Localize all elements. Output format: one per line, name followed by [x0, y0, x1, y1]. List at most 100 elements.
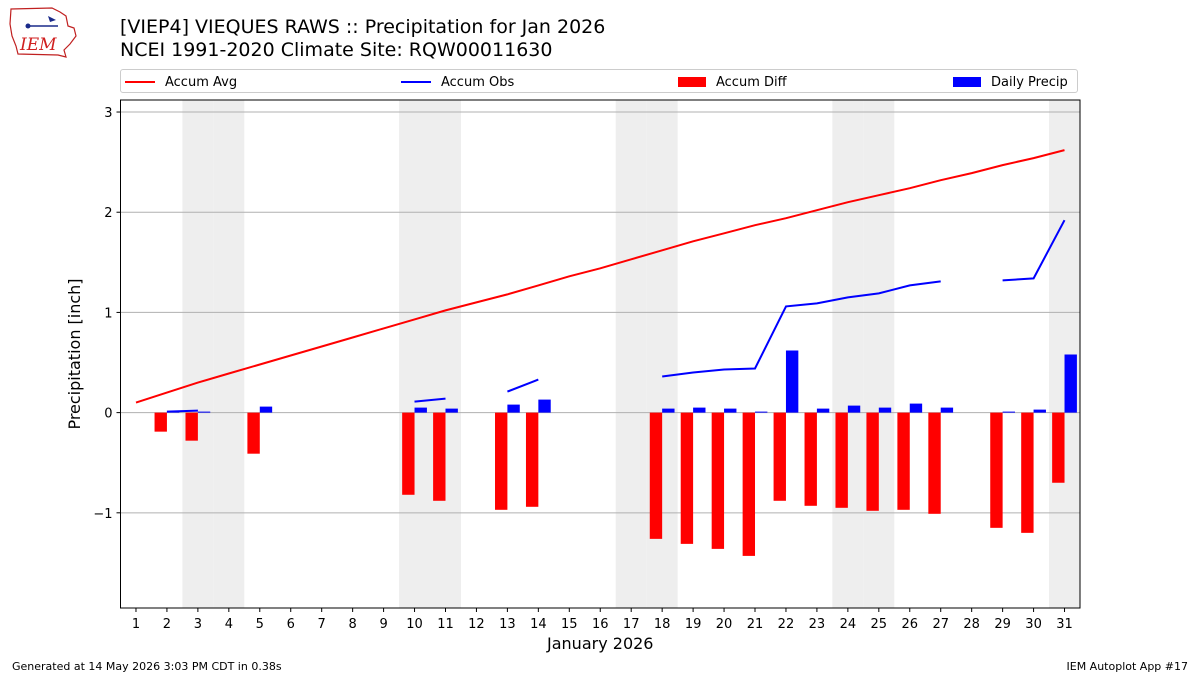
iem-logo: IEM	[9, 7, 77, 58]
weekend-band	[430, 100, 461, 608]
bar-accum-diff	[525, 412, 539, 507]
x-tick-label: 5	[256, 617, 264, 632]
x-tick-label: 23	[809, 617, 826, 632]
bar-accum-diff	[1021, 412, 1034, 533]
x-tick-label: 11	[437, 617, 454, 632]
line-accum-avg	[135, 149, 1065, 404]
x-tick-label: 24	[840, 617, 857, 632]
bar-accum-diff	[711, 412, 725, 549]
bar-daily-precip	[414, 407, 427, 413]
line-accum-obs	[507, 378, 539, 393]
legend-label-accum-avg: Accum Avg	[165, 74, 238, 90]
x-tick-label: 4	[225, 617, 233, 632]
bar-accum-diff	[866, 412, 879, 511]
weekend-band	[399, 100, 431, 608]
bar-accum-diff	[680, 412, 694, 544]
bar-daily-precip	[909, 403, 923, 413]
bar-accum-diff	[835, 412, 848, 508]
plot-frame	[120, 99, 1081, 609]
legend-swatch-daily-precip	[953, 77, 981, 87]
x-tick-label: 25	[871, 617, 888, 632]
x-tick-label: 19	[685, 617, 702, 632]
x-tick-label: 14	[530, 617, 547, 632]
legend-item-daily-precip: Daily Precip	[953, 70, 1068, 94]
y-tick-label: 0	[104, 407, 112, 422]
footer-app: IEM Autoplot App #17	[1066, 660, 1189, 673]
bar-accum-diff	[185, 412, 198, 441]
bar-accum-diff	[1052, 412, 1065, 483]
bar-daily-precip	[1064, 354, 1077, 413]
bar-accum-diff	[773, 412, 786, 501]
bar-accum-diff	[928, 412, 941, 514]
bar-daily-precip	[197, 411, 211, 413]
bar-daily-precip	[538, 399, 551, 413]
bar-daily-precip	[724, 408, 737, 413]
x-tick-label: 20	[716, 617, 733, 632]
bar-daily-precip	[755, 411, 768, 413]
line-accum-obs	[414, 397, 446, 403]
x-tick-label: 31	[1056, 617, 1073, 632]
legend-label-daily-precip: Daily Precip	[991, 74, 1068, 90]
bar-daily-precip	[785, 350, 799, 413]
chart-title: [VIEP4] VIEQUES RAWS :: Precipitation fo…	[120, 16, 606, 38]
bar-daily-precip	[847, 405, 861, 413]
bar-accum-diff	[742, 412, 756, 556]
x-tick-label: 8	[348, 617, 356, 632]
legend-swatch-accum-obs	[401, 81, 431, 83]
x-tick-label: 12	[468, 617, 485, 632]
x-tick-label: 17	[623, 617, 640, 632]
x-tick-label: 3	[194, 617, 202, 632]
bar-daily-precip	[693, 407, 706, 413]
x-tick-label: 6	[287, 617, 295, 632]
x-tick-label: 27	[932, 617, 949, 632]
bar-accum-diff	[649, 412, 663, 539]
weekend-band	[1049, 100, 1080, 608]
y-tick-label: 1	[104, 306, 112, 321]
x-tick-label: 15	[561, 617, 578, 632]
bar-accum-diff	[897, 412, 910, 510]
bar-daily-precip	[878, 407, 892, 413]
line-accum-obs	[166, 409, 198, 413]
legend-item-accum-avg: Accum Avg	[125, 70, 237, 94]
x-tick-label: 13	[499, 617, 516, 632]
chart-subtitle: NCEI 1991-2020 Climate Site: RQW00011630	[120, 39, 553, 61]
x-tick-label: 18	[654, 617, 671, 632]
bar-daily-precip	[445, 408, 458, 413]
bar-daily-precip	[816, 408, 830, 413]
weekend-band	[863, 100, 895, 608]
x-tick-label: 22	[778, 617, 795, 632]
legend: Accum Avg Accum Obs Accum Diff Daily Pre…	[120, 69, 1078, 93]
bar-daily-precip	[1033, 409, 1046, 413]
x-tick-label: 7	[318, 617, 326, 632]
footer-generated: Generated at 14 May 2026 3:03 PM CDT in …	[12, 660, 282, 673]
y-axis-label: Precipitation [inch]	[65, 278, 84, 429]
bar-accum-diff	[402, 412, 415, 495]
weekend-band	[832, 100, 864, 608]
bar-daily-precip	[259, 406, 273, 413]
x-axis-label: January 2026	[546, 634, 653, 653]
x-tick-label: 1	[132, 617, 140, 632]
legend-swatch-accum-diff	[678, 77, 706, 87]
legend-swatch-accum-avg	[125, 81, 155, 83]
x-tick-label: 29	[994, 617, 1011, 632]
bar-daily-precip	[1002, 411, 1016, 413]
line-accum-obs	[1002, 219, 1066, 282]
y-tick-label: −1	[93, 507, 112, 522]
x-tick-label: 28	[963, 617, 980, 632]
x-tick-label: 21	[747, 617, 764, 632]
bar-accum-diff	[990, 412, 1003, 528]
x-tick-label: 2	[163, 617, 171, 632]
line-accum-obs	[662, 280, 941, 378]
x-tick-label: 16	[592, 617, 609, 632]
x-tick-label: 9	[379, 617, 387, 632]
bar-daily-precip	[507, 404, 520, 413]
bar-accum-diff	[247, 412, 260, 454]
bar-accum-diff	[154, 412, 167, 432]
weekend-band	[182, 100, 214, 608]
legend-label-accum-obs: Accum Obs	[441, 74, 515, 90]
bar-daily-precip	[940, 407, 954, 413]
weekend-band	[213, 100, 245, 608]
x-tick-label: 30	[1025, 617, 1042, 632]
bar-accum-diff	[804, 412, 817, 506]
